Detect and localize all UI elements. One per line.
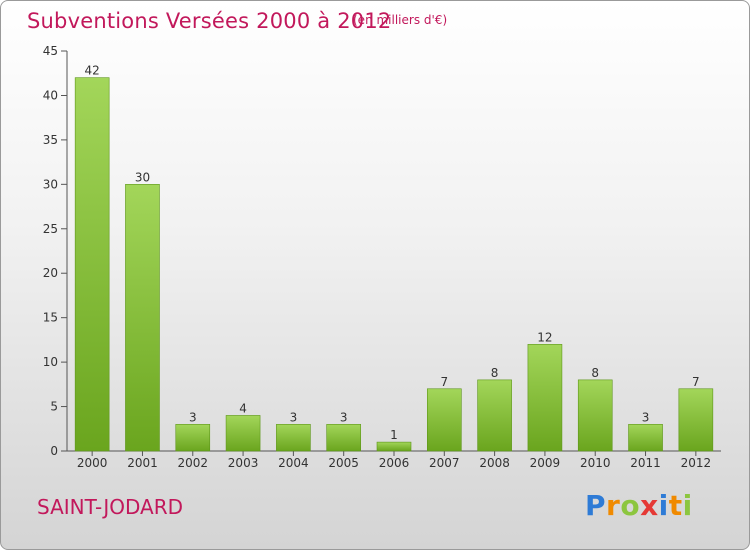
x-tick-label: 2007 <box>429 456 460 470</box>
x-tick-label: 2004 <box>278 456 309 470</box>
bar-value-label: 30 <box>135 170 150 184</box>
x-tick-label: 2011 <box>630 456 661 470</box>
proxiti-logo: Proxiti <box>585 489 693 522</box>
y-tick-label: 25 <box>43 222 58 236</box>
bar <box>326 424 361 452</box>
x-tick-label: 2012 <box>681 456 712 470</box>
y-tick-label: 10 <box>43 355 58 369</box>
y-tick-label: 35 <box>43 133 58 147</box>
bar-value-label: 8 <box>591 366 599 380</box>
bar <box>74 77 110 452</box>
commune-name: SAINT-JODARD <box>37 495 183 519</box>
y-tick-label: 5 <box>50 400 58 414</box>
bar-value-label: 3 <box>189 410 197 424</box>
x-tick-label: 2002 <box>177 456 208 470</box>
y-tick-label: 0 <box>50 444 58 458</box>
y-tick-label: 40 <box>43 88 58 102</box>
bar-value-label: 3 <box>642 410 650 424</box>
logo-letter: r <box>606 489 621 522</box>
bar <box>577 379 613 452</box>
chart-labels: 2000 42 2001 30 2002 3 2003 4 2004 3 2005 3 2006 1 200… <box>77 64 711 470</box>
logo-letter: i <box>682 489 693 522</box>
x-tick-label: 2008 <box>479 456 510 470</box>
x-tick-label: 2005 <box>328 456 359 470</box>
x-tick-label: 2001 <box>127 456 158 470</box>
bar-value-label: 1 <box>390 428 398 442</box>
bar <box>175 424 211 452</box>
x-tick-label: 2006 <box>379 456 410 470</box>
bar-value-label: 8 <box>491 366 499 380</box>
bar <box>125 184 160 452</box>
logo-letter: i <box>658 489 669 522</box>
logo-letter: P <box>585 489 607 522</box>
bar-value-label: 3 <box>340 410 348 424</box>
chart-axes: 0 5 10 15 20 25 30 35 40 45 <box>43 44 721 458</box>
bar-value-label: 7 <box>440 375 448 389</box>
y-tick-label: 15 <box>43 311 58 325</box>
x-tick-label: 2000 <box>77 456 108 470</box>
logo-letter: x <box>640 489 659 522</box>
bar-value-label: 12 <box>537 330 552 344</box>
bar <box>276 424 311 452</box>
logo-letter: t <box>668 489 683 522</box>
y-tick-label: 45 <box>43 44 58 58</box>
chart-title: Subventions Versées 2000 à 2012 <box>27 9 392 33</box>
bar <box>225 415 261 452</box>
y-tick-label: 20 <box>43 266 58 280</box>
logo-letter: o <box>620 489 641 522</box>
bar-value-label: 3 <box>290 410 298 424</box>
y-tick-label: 30 <box>43 177 58 191</box>
bar-value-label: 4 <box>239 401 247 415</box>
x-tick-label: 2003 <box>228 456 259 470</box>
chart-subtitle: (en milliers d'€) <box>353 13 448 27</box>
bar <box>427 388 462 452</box>
x-tick-label: 2009 <box>530 456 561 470</box>
bar <box>628 424 663 452</box>
bar <box>527 344 563 452</box>
chart-bars <box>74 77 714 452</box>
bar-value-label: 42 <box>85 64 100 78</box>
bar-value-label: 7 <box>692 375 700 389</box>
bar <box>376 441 412 452</box>
bar <box>678 388 714 452</box>
x-tick-label: 2010 <box>580 456 611 470</box>
bar <box>477 379 512 452</box>
